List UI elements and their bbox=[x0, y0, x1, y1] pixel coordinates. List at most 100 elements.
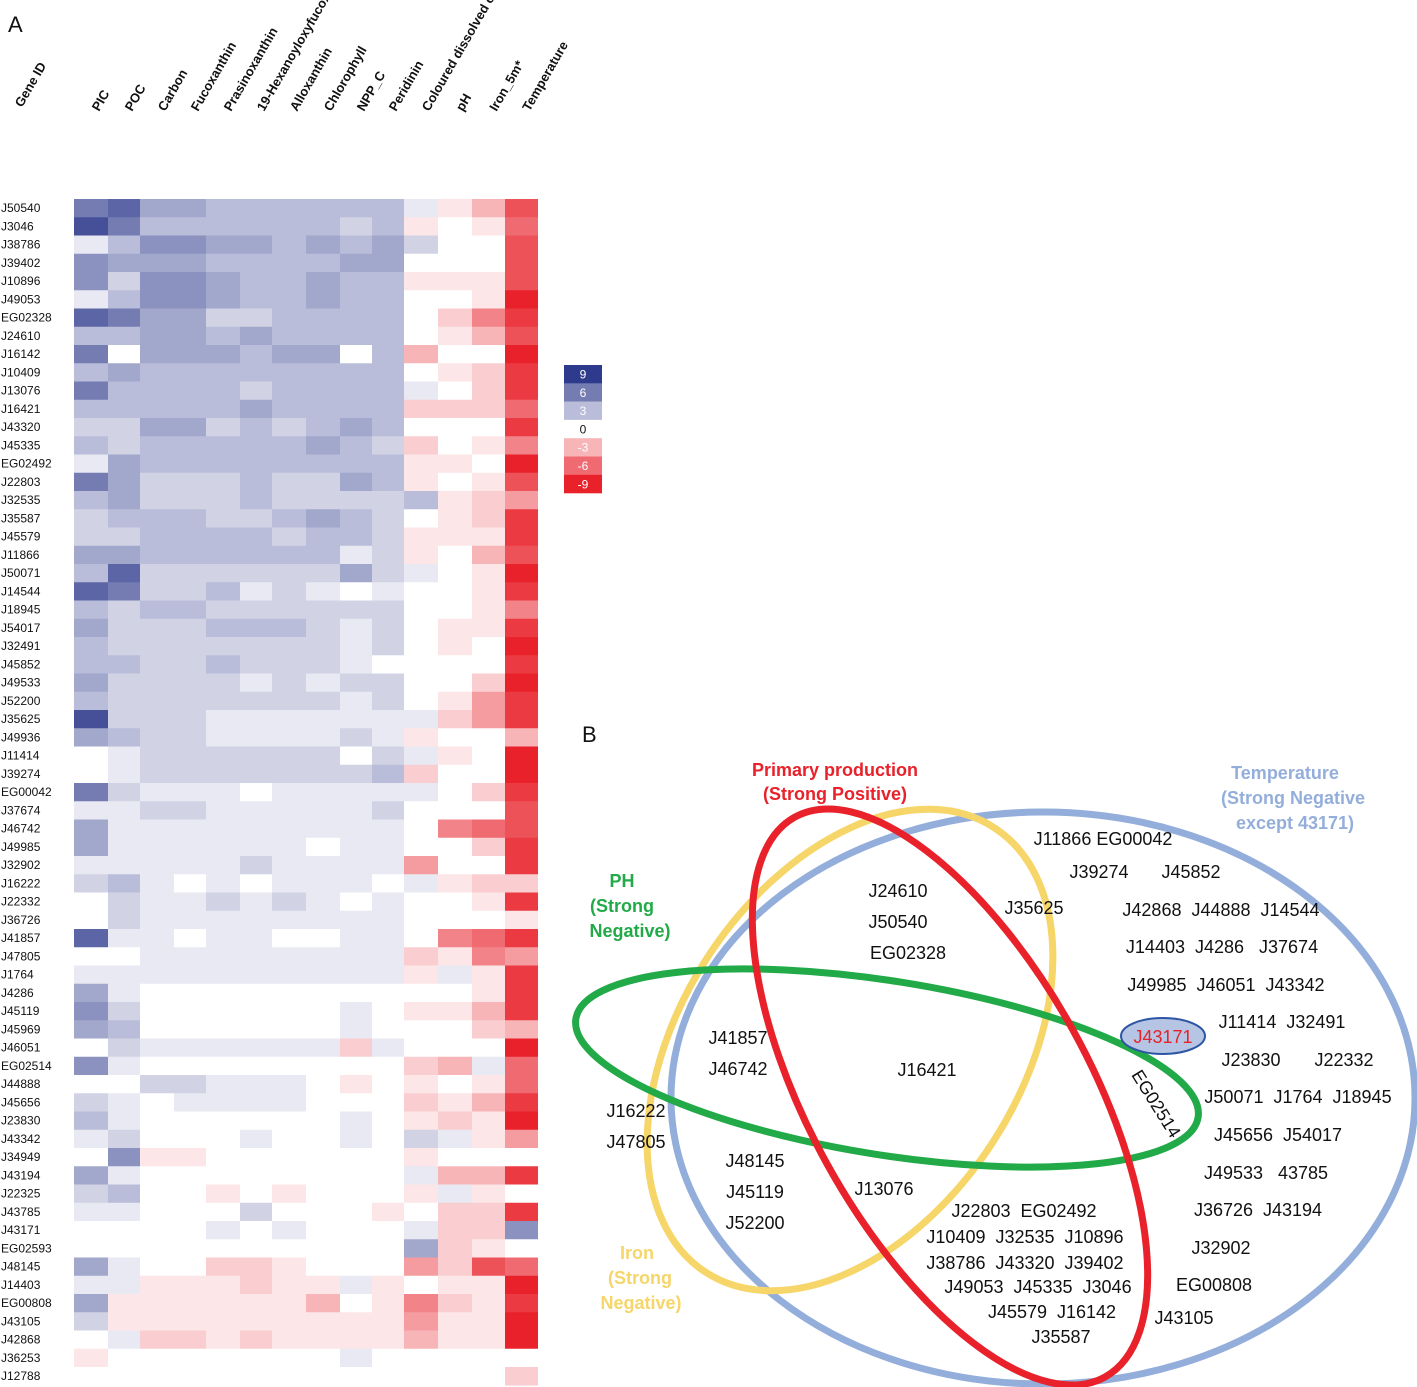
heatmap-cell bbox=[372, 1056, 404, 1076]
heatmap-cell bbox=[306, 217, 340, 236]
heatmap-cell bbox=[472, 1166, 505, 1185]
heatmap-cell bbox=[240, 1056, 272, 1076]
heatmap-cell bbox=[438, 691, 472, 711]
heatmap-cell bbox=[272, 253, 306, 273]
heatmap-cell bbox=[438, 910, 472, 930]
heatmap-cell bbox=[404, 1111, 438, 1131]
heatmap-cell bbox=[372, 673, 404, 693]
row-label: EG02328 bbox=[1, 311, 52, 325]
heatmap-cell bbox=[240, 399, 272, 419]
heatmap-cell bbox=[174, 399, 206, 419]
heatmap-cell bbox=[404, 837, 438, 857]
heatmap-cell bbox=[272, 418, 306, 437]
heatmap-cell bbox=[372, 983, 404, 1003]
heatmap-cell bbox=[505, 910, 538, 930]
row-label: J32902 bbox=[1, 858, 41, 872]
heatmap-cell bbox=[472, 272, 505, 291]
heatmap-cell bbox=[438, 874, 472, 893]
heatmap-cell bbox=[74, 1129, 108, 1149]
heatmap-cell bbox=[272, 929, 306, 948]
heatmap-cell bbox=[206, 253, 240, 273]
heatmap-cell bbox=[206, 910, 240, 930]
heatmap-cell bbox=[206, 1002, 240, 1021]
heatmap-cell bbox=[306, 272, 340, 291]
heatmap-cell bbox=[372, 272, 404, 291]
heatmap-cell bbox=[438, 491, 472, 510]
heatmap-cell bbox=[438, 655, 472, 674]
heatmap-cell bbox=[74, 764, 108, 784]
heatmap-cell bbox=[174, 947, 206, 966]
heatmap-cell bbox=[272, 1239, 306, 1258]
heatmap-cell bbox=[472, 691, 505, 711]
heatmap-cell bbox=[206, 783, 240, 802]
heatmap-cell bbox=[74, 308, 108, 328]
heatmap-cell bbox=[174, 819, 206, 839]
heatmap-cell bbox=[372, 1111, 404, 1131]
heatmap-cell bbox=[372, 1002, 404, 1021]
heatmap-cell bbox=[174, 454, 206, 474]
heatmap-cell bbox=[472, 1129, 505, 1149]
heatmap-cell bbox=[505, 527, 538, 547]
heatmap-cell bbox=[174, 764, 206, 784]
heatmap-cell bbox=[174, 253, 206, 273]
heatmap-cell bbox=[372, 545, 404, 565]
heatmap-cell bbox=[108, 1129, 140, 1149]
heatmap-cell bbox=[240, 326, 272, 346]
heatmap-cell bbox=[272, 892, 306, 912]
heatmap-cell bbox=[240, 1312, 272, 1331]
heatmap-cell bbox=[240, 600, 272, 620]
heatmap-cell bbox=[340, 1184, 372, 1204]
heatmap-cell bbox=[206, 1093, 240, 1112]
heatmap-cell bbox=[74, 618, 108, 638]
heatmap-cell bbox=[74, 892, 108, 912]
heatmap-cell bbox=[174, 1148, 206, 1167]
heatmap-cell bbox=[404, 728, 438, 747]
heatmap-cell bbox=[306, 764, 340, 784]
heatmap-cell bbox=[306, 929, 340, 948]
heatmap-cell bbox=[108, 947, 140, 966]
heatmap-cell bbox=[372, 874, 404, 893]
heatmap-cell bbox=[108, 1093, 140, 1112]
heatmap-cell bbox=[438, 710, 472, 729]
heatmap-cell bbox=[74, 655, 108, 674]
heatmap-cell bbox=[472, 1184, 505, 1204]
heatmap-cell bbox=[240, 545, 272, 565]
heatmap-cell bbox=[472, 472, 505, 492]
heatmap-cell bbox=[372, 399, 404, 419]
heatmap-cell bbox=[140, 1330, 174, 1350]
heatmap-cell bbox=[174, 491, 206, 510]
heatmap-cell bbox=[272, 564, 306, 583]
heatmap-cell bbox=[372, 436, 404, 455]
heatmap-cell bbox=[372, 965, 404, 985]
heatmap-cell bbox=[340, 637, 372, 656]
heatmap-cell bbox=[240, 527, 272, 547]
heatmap-cell bbox=[505, 308, 538, 328]
heatmap-cell bbox=[372, 418, 404, 437]
heatmap-cell bbox=[404, 1093, 438, 1112]
heatmap-cell bbox=[340, 1275, 372, 1295]
heatmap-cell bbox=[306, 655, 340, 674]
heatmap-cell bbox=[174, 1221, 206, 1240]
heatmap-cell bbox=[404, 545, 438, 565]
venn-label: J52200 bbox=[725, 1213, 784, 1233]
heatmap-cell bbox=[340, 217, 372, 236]
heatmap-cell bbox=[306, 746, 340, 766]
heatmap-cell bbox=[372, 728, 404, 747]
heatmap-cell bbox=[372, 1184, 404, 1204]
heatmap-cell bbox=[306, 600, 340, 620]
heatmap-cell bbox=[306, 910, 340, 930]
heatmap-cell bbox=[306, 1129, 340, 1149]
heatmap-cell bbox=[404, 783, 438, 802]
heatmap-cell bbox=[306, 290, 340, 309]
heatmap-cell bbox=[272, 527, 306, 547]
heatmap-cell bbox=[240, 1330, 272, 1350]
heatmap-cell bbox=[174, 746, 206, 766]
heatmap-cell bbox=[108, 965, 140, 985]
heatmap-cell bbox=[472, 1202, 505, 1222]
heatmap-cell bbox=[505, 764, 538, 784]
heatmap-cell bbox=[206, 326, 240, 346]
heatmap-cell bbox=[74, 874, 108, 893]
heatmap-cells bbox=[74, 199, 538, 1386]
heatmap-cell bbox=[240, 837, 272, 857]
heatmap-cell bbox=[306, 235, 340, 255]
